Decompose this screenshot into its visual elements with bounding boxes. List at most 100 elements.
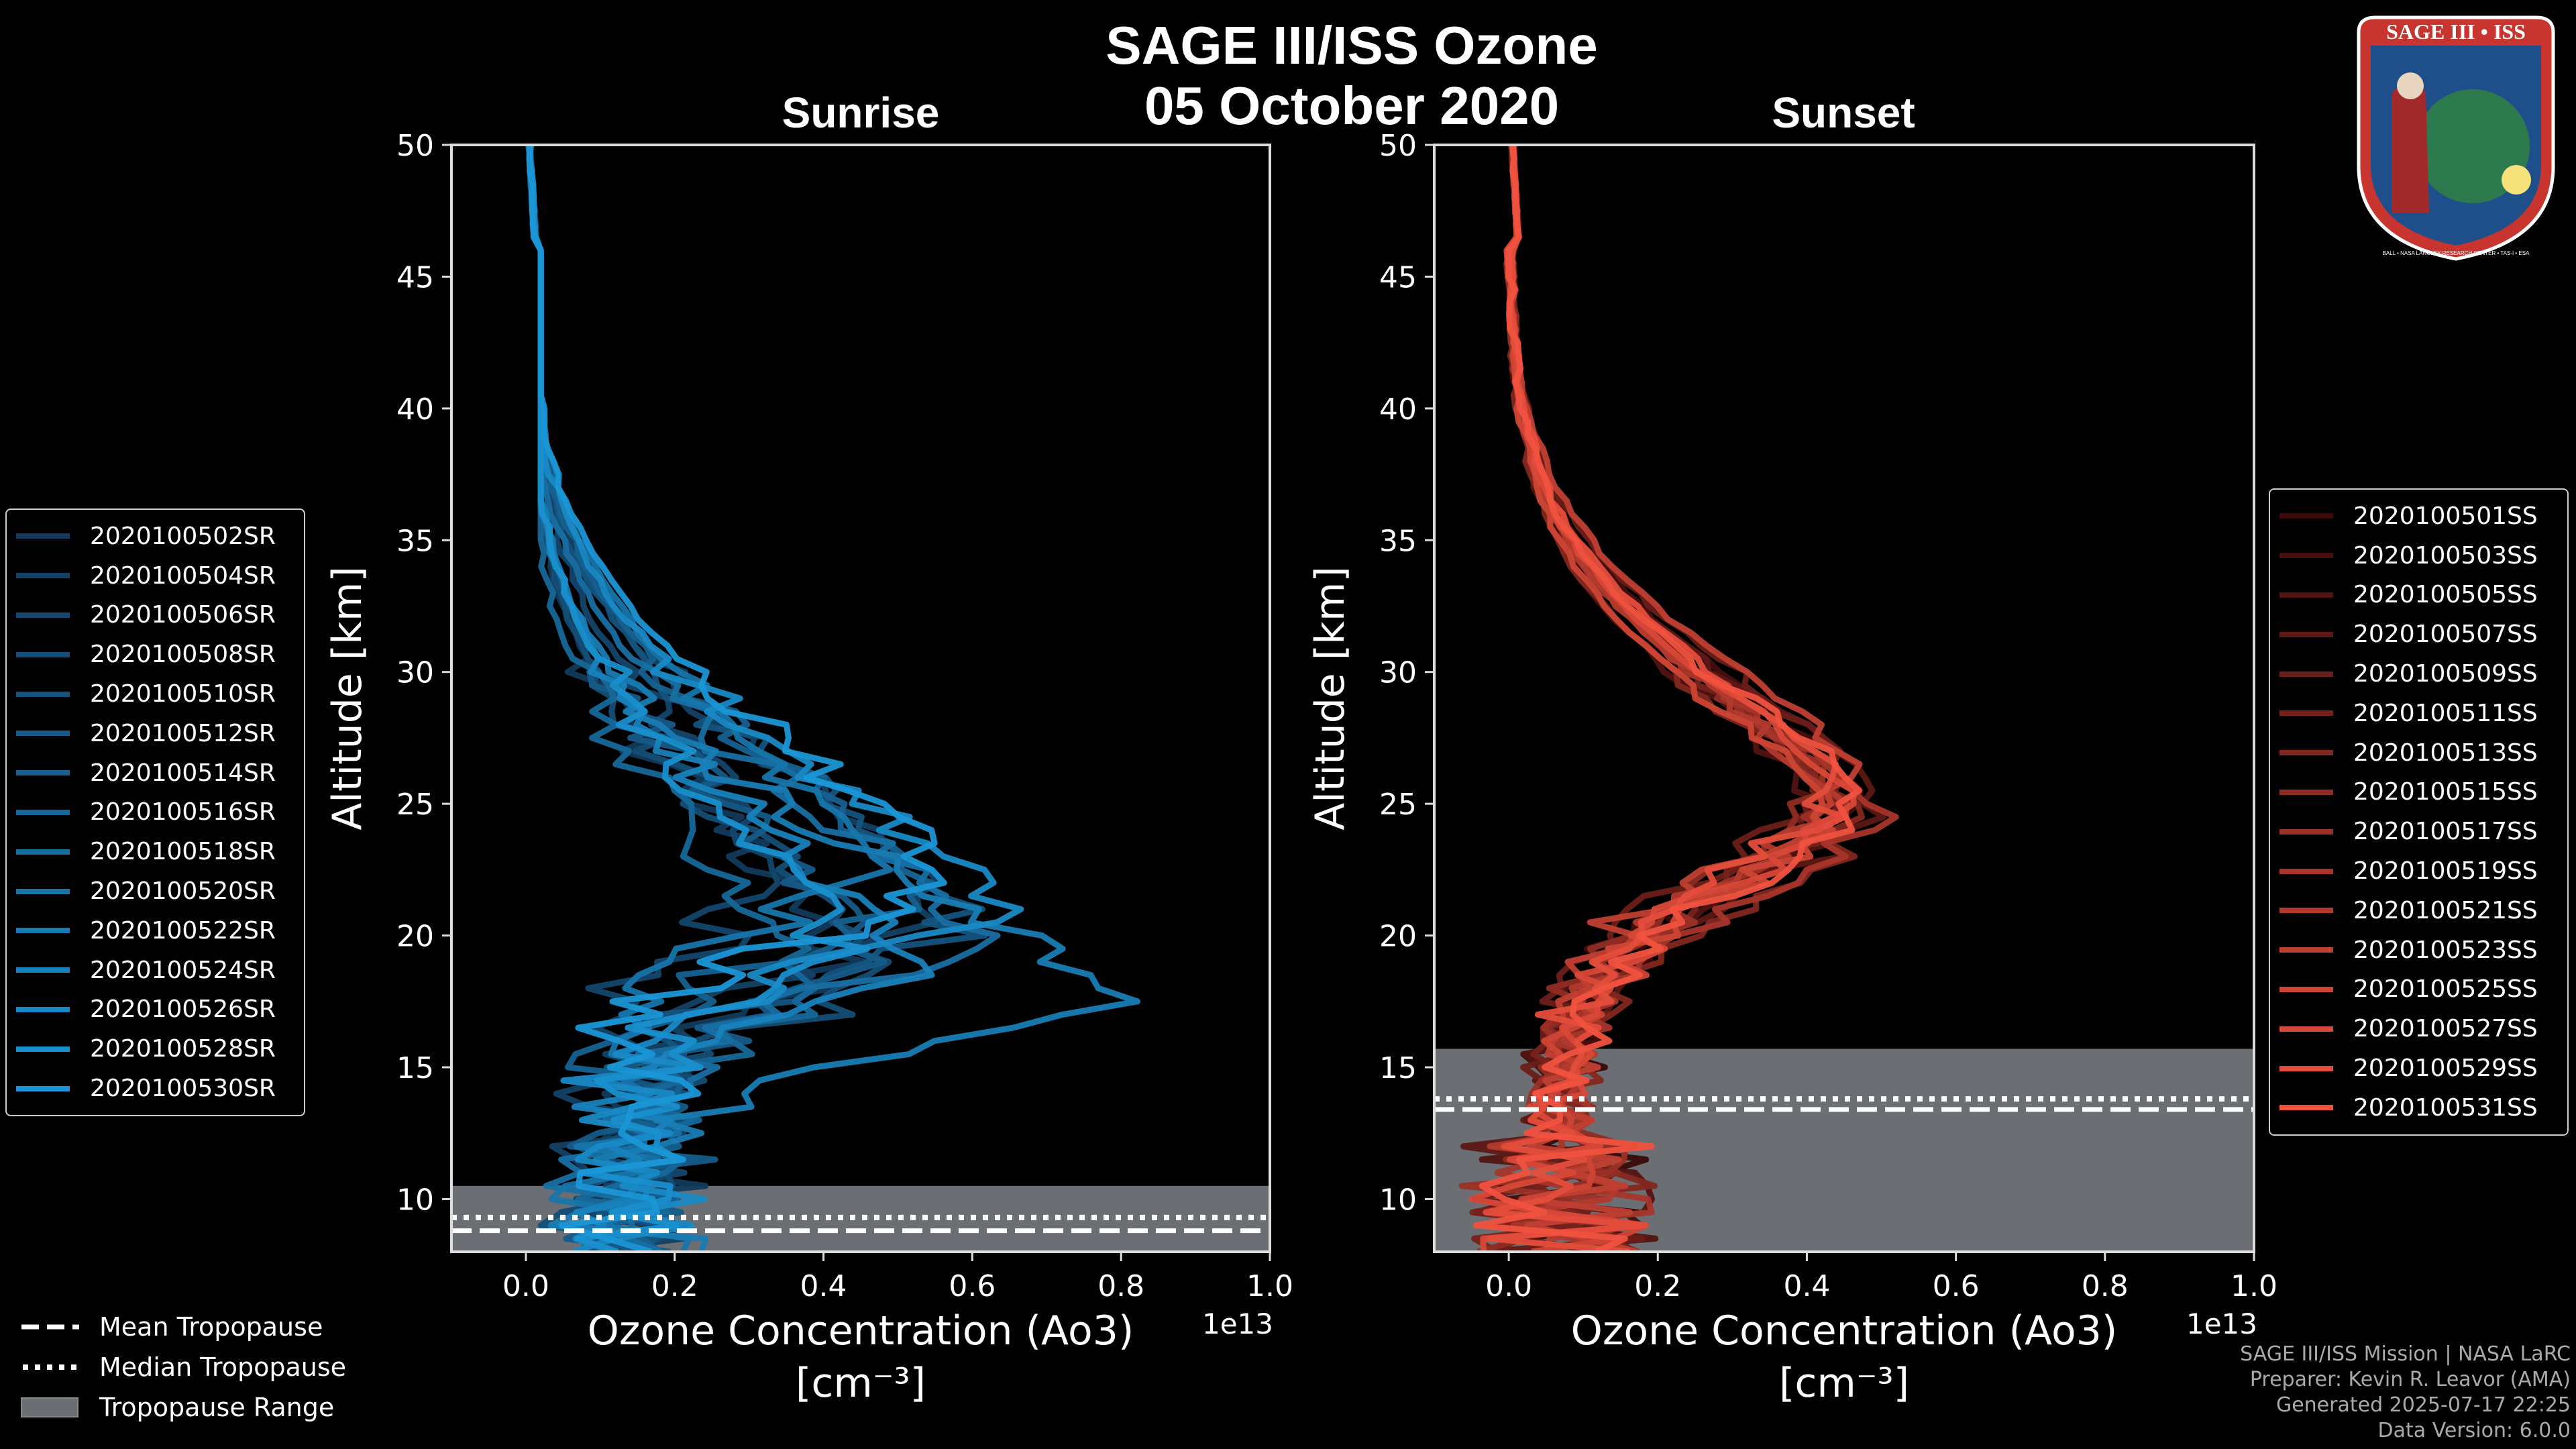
y-tick-label: 40 <box>396 392 434 427</box>
legend-swatch <box>2279 1026 2333 1032</box>
legend-entry: 2020100525SS <box>2279 970 2558 1010</box>
legend-swatch <box>2279 828 2333 835</box>
legend-entry: 2020100523SS <box>2279 930 2558 970</box>
y-tick-label: 30 <box>1379 656 1417 690</box>
y-tick-label: 50 <box>1379 129 1417 163</box>
legend-swatch <box>2279 710 2333 716</box>
credits: SAGE III/ISS Mission | NASA LaRC Prepare… <box>2240 1342 2571 1444</box>
legend-entry: 2020100513SS <box>2279 733 2558 773</box>
y-tick-label: 20 <box>1379 920 1417 954</box>
x-axis-units: [cm⁻³] <box>796 1360 926 1407</box>
legend-entry: 2020100530SR <box>16 1069 294 1108</box>
x-tick-label: 0.6 <box>1933 1269 1980 1303</box>
legend-entry: 2020100519SS <box>2279 851 2558 891</box>
legend-label: 2020100507SS <box>2353 621 2538 649</box>
legend-label: 2020100502SR <box>90 522 276 550</box>
legend-swatch <box>16 533 70 539</box>
legend-label: 2020100524SR <box>90 956 276 984</box>
legend-label: 2020100526SR <box>90 996 276 1024</box>
legend-entry: 2020100529SS <box>2279 1049 2558 1088</box>
legend-entry: 2020100504SR <box>16 556 294 596</box>
legend-entry: 2020100524SR <box>16 951 294 990</box>
legend-entry: 2020100516SR <box>16 793 294 833</box>
legend-swatch <box>16 928 70 934</box>
credit-preparer: Preparer: Kevin R. Leavor (AMA) <box>2249 1368 2571 1391</box>
x-tick-label: 0.0 <box>502 1269 549 1303</box>
legend-mean-tropopause: Mean Tropopause <box>20 1307 346 1347</box>
x-tick-label: 1.0 <box>2231 1269 2277 1303</box>
legend-entry: 2020100506SR <box>16 596 294 635</box>
legend-label: 2020100515SS <box>2353 778 2538 806</box>
panel-title: Sunrise <box>782 89 940 137</box>
legend-label: 2020100531SS <box>2353 1093 2538 1122</box>
y-tick-label: 45 <box>1379 260 1417 294</box>
legend-label: 2020100517SS <box>2353 818 2538 846</box>
sunset-legend: 2020100501SS 2020100503SS 2020100505SS 2020… <box>2269 488 2569 1136</box>
legend-label: 2020100511SS <box>2353 699 2538 727</box>
y-tick-label: 50 <box>396 129 434 163</box>
legend-entry: 2020100502SR <box>16 517 294 556</box>
legend-label: 2020100521SS <box>2353 896 2538 924</box>
legend-label: 2020100509SS <box>2353 660 2538 688</box>
plot-area <box>1434 145 2254 1252</box>
legend-entry: 2020100531SS <box>2279 1088 2558 1128</box>
legend-entry: 2020100501SS <box>2279 496 2558 536</box>
x-tick-label: 1.0 <box>1246 1269 1293 1303</box>
x-axis-label: Ozone Concentration (Ao3) <box>588 1307 1134 1354</box>
legend-label: 2020100529SS <box>2353 1055 2538 1083</box>
legend-label: 2020100512SR <box>90 719 276 747</box>
legend-label: 2020100506SR <box>90 601 276 629</box>
y-tick-label: 25 <box>396 788 434 822</box>
profile-line-2020100530SR <box>526 145 947 1252</box>
legend-swatch <box>16 651 70 657</box>
y-tick-label: 15 <box>396 1051 434 1085</box>
y-tick-label: 10 <box>1379 1183 1417 1217</box>
plot-area <box>451 145 1270 1252</box>
legend-label: 2020100504SR <box>90 561 276 590</box>
legend-label: 2020100516SR <box>90 798 276 826</box>
x-tick-label: 0.2 <box>1634 1269 1681 1303</box>
axes-frame <box>1433 144 2255 1253</box>
legend-entry: 2020100511SS <box>2279 694 2558 733</box>
x-multiplier: 1e13 <box>1202 1307 1273 1340</box>
legend-entry: 2020100526SR <box>16 990 294 1030</box>
legend-swatch <box>2279 908 2333 914</box>
legend-swatch <box>2279 750 2333 756</box>
logo-ring-text: BALL • NASA LANGLEY RESEARCH CENTER • TA… <box>2383 250 2530 256</box>
legend-entry: 2020100521SS <box>2279 891 2558 930</box>
x-axis-units: [cm⁻³] <box>1779 1360 1909 1407</box>
legend-swatch <box>2279 513 2333 519</box>
legend-tropopause-range: Tropopause Range <box>20 1387 346 1428</box>
sunrise-legend: 2020100502SR 2020100504SR 2020100506SR 2020… <box>5 508 305 1116</box>
x-tick-label: 0.8 <box>1097 1269 1144 1303</box>
legend-entry: 2020100505SS <box>2279 576 2558 615</box>
legend-label: 2020100510SR <box>90 680 276 708</box>
legend-label: 2020100501SS <box>2353 502 2538 530</box>
y-tick-label: 10 <box>396 1183 434 1217</box>
axes-frame <box>450 144 1271 1253</box>
legend-label: 2020100519SS <box>2353 857 2538 885</box>
credit-generated: Generated 2025-07-17 22:25 <box>2275 1393 2571 1417</box>
legend-range-label: Tropopause Range <box>99 1393 335 1422</box>
legend-swatch <box>16 770 70 776</box>
legend-entry: 2020100509SS <box>2279 654 2558 694</box>
x-tick-label: 0.6 <box>949 1269 996 1303</box>
x-axis-label: Ozone Concentration (Ao3) <box>1571 1307 2118 1354</box>
profile-line-2020100529SS <box>1483 145 1847 1252</box>
y-tick-label: 25 <box>1379 788 1417 822</box>
legend-median-tropopause: Median Tropopause <box>20 1347 346 1387</box>
legend-label: 2020100505SS <box>2353 581 2538 609</box>
legend-label: 2020100508SR <box>90 641 276 669</box>
legend-mean-label: Mean Tropopause <box>99 1312 323 1342</box>
legend-swatch <box>16 731 70 737</box>
figure-title-line1: SAGE III/ISS Ozone <box>1106 15 1597 75</box>
legend-swatch <box>2279 789 2333 795</box>
sunrise-panel: 0.0 0.2 0.4 0.6 0.8 1.0 10 15 20 25 30 35 40 45 50 1e13… <box>324 89 1293 1407</box>
y-axis-label: Altitude [km] <box>324 566 371 830</box>
legend-entry: 2020100515SS <box>2279 773 2558 812</box>
legend-entry: 2020100512SR <box>16 714 294 753</box>
x-tick-label: 0.4 <box>800 1269 847 1303</box>
legend-swatch <box>16 967 70 973</box>
legend-label: 2020100522SR <box>90 916 276 945</box>
legend-swatch <box>2279 947 2333 953</box>
